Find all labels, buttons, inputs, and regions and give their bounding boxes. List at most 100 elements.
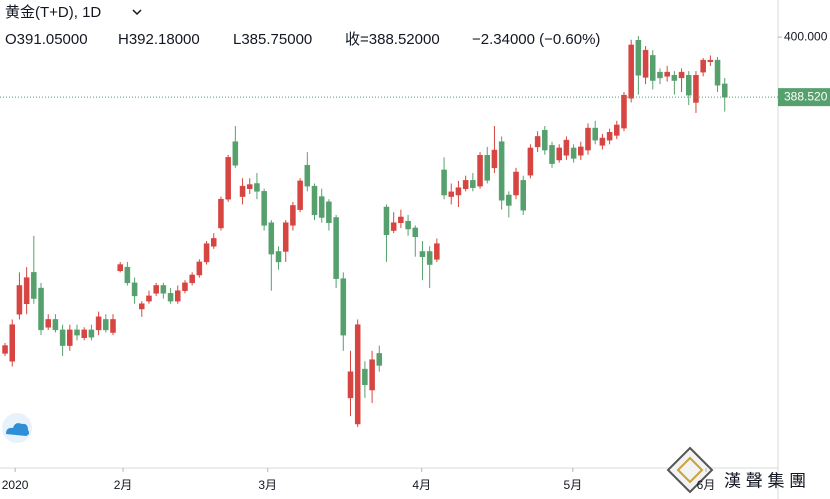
- candle-body: [124, 266, 131, 284]
- candle-body: [318, 196, 325, 218]
- candle-body: [434, 243, 440, 260]
- candle-body: [606, 132, 613, 141]
- candle-body: [340, 278, 347, 336]
- candle-body: [412, 227, 419, 238]
- ohlc-low: L385.75000: [233, 31, 312, 48]
- candle-body: [131, 282, 138, 297]
- candle-body: [721, 83, 728, 98]
- candle-body: [153, 285, 159, 294]
- candle-body: [693, 75, 699, 103]
- candle-body: [232, 141, 239, 166]
- watermark-logo: [666, 446, 714, 494]
- candle-body: [2, 345, 8, 354]
- candle-body: [419, 251, 426, 257]
- candle-body: [578, 146, 584, 156]
- candle-body: [74, 329, 80, 336]
- candle-body: [405, 220, 411, 230]
- candle-body: [506, 194, 512, 206]
- candle-body: [362, 368, 368, 386]
- x-tick-label: 5月: [564, 478, 583, 492]
- candle-body: [398, 216, 404, 223]
- candle-body: [268, 222, 275, 255]
- candle-body: [657, 71, 663, 79]
- candle-body: [103, 319, 109, 331]
- candle-body: [707, 59, 714, 62]
- candle-body: [570, 147, 577, 159]
- candle-body: [592, 127, 598, 141]
- candle-body: [549, 145, 555, 164]
- candle-body: [462, 180, 469, 189]
- candle-body: [239, 185, 246, 197]
- x-tick-label: 3月: [258, 478, 277, 492]
- y-tick-label: 400.000: [784, 29, 828, 43]
- candle-body: [376, 353, 383, 366]
- candle-body: [671, 75, 678, 81]
- logo-cloud-shape: [6, 423, 30, 436]
- ohlc-change: −2.34000 (−0.60%): [472, 31, 600, 48]
- candle-body: [304, 164, 311, 187]
- candle-body: [139, 303, 145, 310]
- ohlc-high: H392.18000: [118, 31, 200, 48]
- candle-body: [621, 94, 627, 129]
- candle-body: [23, 277, 30, 304]
- candle-body: [246, 184, 253, 189]
- candle-body: [326, 201, 332, 223]
- ohlc-open: O391.05000: [5, 31, 88, 48]
- candle-body: [599, 137, 606, 146]
- candle-body: [678, 71, 685, 79]
- candle-body: [182, 282, 188, 291]
- candle-body: [81, 329, 87, 338]
- candle-body: [534, 136, 541, 148]
- candle-body: [700, 59, 706, 73]
- watermark-inner: [676, 456, 704, 484]
- candle-body: [585, 127, 591, 151]
- candle-body: [369, 359, 375, 391]
- candle-body: [52, 319, 59, 331]
- symbol-title[interactable]: 黄金(T+D), 1D: [5, 4, 101, 21]
- candle-body: [110, 319, 116, 333]
- candle-body: [67, 329, 73, 346]
- candle-body: [203, 243, 210, 263]
- candle-body: [642, 49, 649, 78]
- candle-body: [520, 180, 526, 211]
- candle-body: [635, 40, 642, 76]
- candle-body: [498, 141, 505, 201]
- candle-body: [477, 155, 483, 187]
- candle-body: [347, 371, 354, 399]
- interval-chevron[interactable]: [132, 9, 142, 16]
- candle-body: [117, 264, 123, 272]
- candle-body: [390, 222, 397, 231]
- candle-body: [685, 75, 692, 96]
- logo-cloud[interactable]: [2, 413, 32, 443]
- candle-body: [31, 272, 37, 299]
- watermark-diamond: [666, 446, 714, 494]
- candle-body: [225, 157, 231, 200]
- candle-body: [59, 329, 66, 346]
- candle-body: [146, 295, 152, 302]
- candle-body: [556, 147, 562, 161]
- candle-body: [542, 129, 548, 151]
- ohlc-close: 收=388.52000: [345, 31, 440, 48]
- candle-body: [275, 251, 282, 263]
- candle-body: [628, 44, 634, 99]
- plot-area: [2, 36, 728, 428]
- candle-body: [491, 149, 498, 169]
- candle-body: [448, 191, 455, 197]
- candle-body: [167, 293, 174, 302]
- candle-body: [297, 180, 303, 210]
- candle-body: [714, 59, 721, 86]
- candle-body: [196, 261, 203, 276]
- candle-body: [664, 71, 670, 77]
- candle-body: [311, 185, 318, 216]
- last-price-label: 388.520: [784, 89, 828, 103]
- last-price-box: [778, 88, 830, 107]
- candle-body: [563, 139, 570, 156]
- candle-body: [441, 169, 447, 196]
- candle-body: [210, 238, 217, 247]
- candle-body: [333, 217, 339, 279]
- x-tick-label: 2月: [114, 478, 133, 492]
- candle-body: [261, 191, 267, 226]
- candle-body: [470, 180, 476, 188]
